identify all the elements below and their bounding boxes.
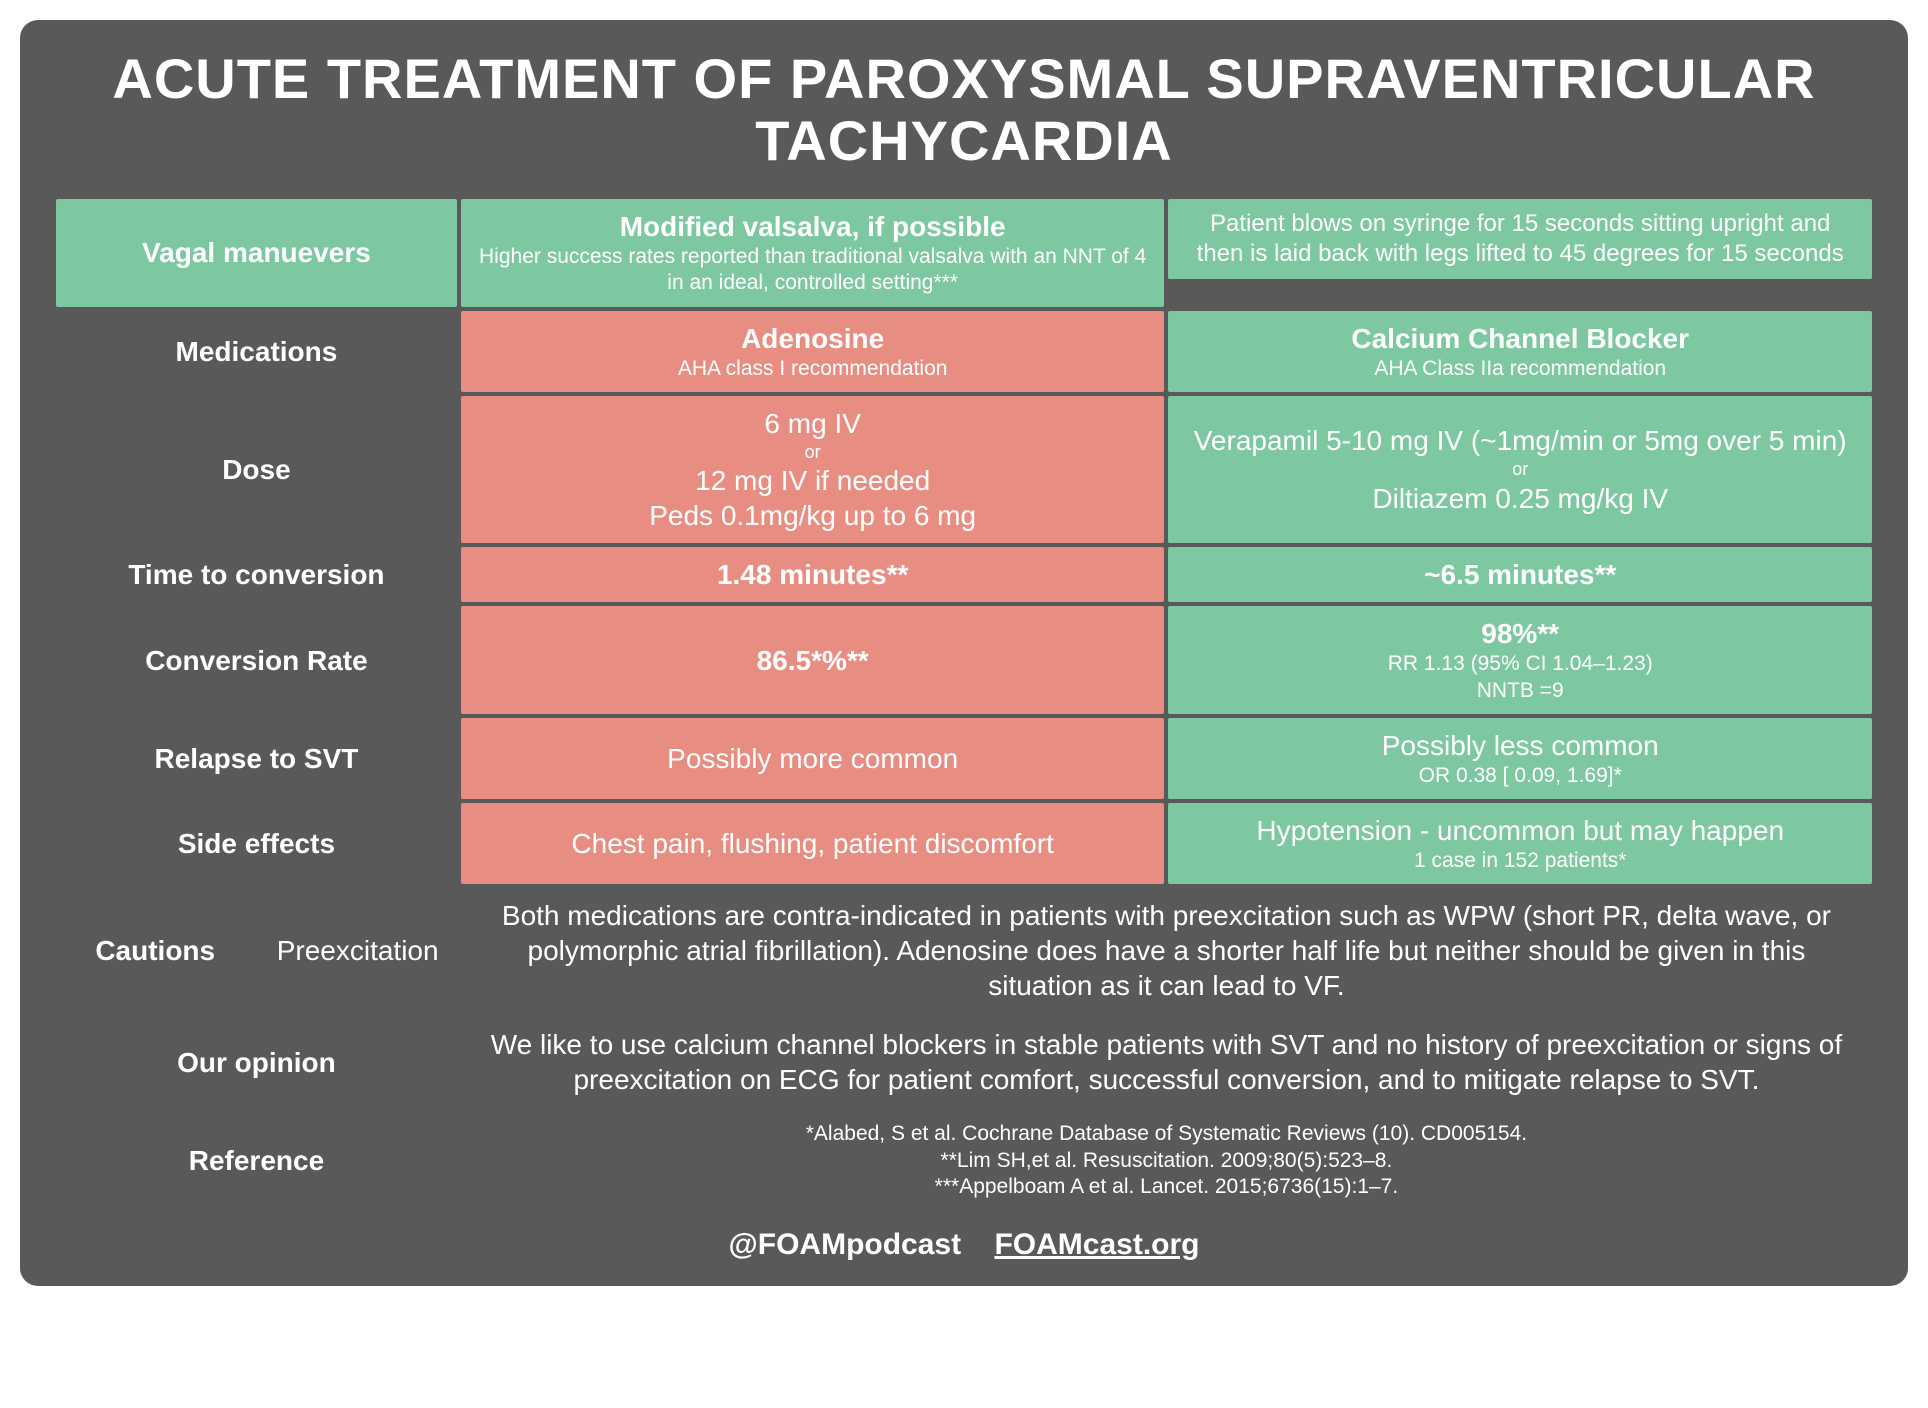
footer-link[interactable]: FOAMcast.org bbox=[994, 1228, 1199, 1261]
cell-time-left: 1.48 minutes** bbox=[461, 547, 1165, 602]
footer-handle: @FOAMpodcast bbox=[729, 1228, 962, 1261]
cell-reference: *Alabed, S et al. Cochrane Database of S… bbox=[461, 1111, 1872, 1210]
row-medications: Medications Adenosine AHA class I recomm… bbox=[56, 311, 1872, 392]
vagal-mid-sub: Higher success rates reported than tradi… bbox=[477, 244, 1149, 297]
conv-right-sub1: RR 1.13 (95% CI 1.04–1.23) bbox=[1184, 651, 1856, 677]
dose-right-or: or bbox=[1184, 458, 1856, 481]
cell-conv-left: 86.5*%** bbox=[461, 606, 1165, 714]
cell-med-right: Calcium Channel Blocker AHA Class IIa re… bbox=[1168, 311, 1872, 392]
main-title: ACUTE TREATMENT OF PAROXYSMAL SUPRAVENTR… bbox=[52, 48, 1876, 171]
med-right-title: Calcium Channel Blocker bbox=[1351, 323, 1689, 354]
row-dose: Dose 6 mg IV or 12 mg IV if needed Peds … bbox=[56, 396, 1872, 544]
label-side: Side effects bbox=[56, 803, 457, 884]
row-opinion: Our opinion We like to use calcium chann… bbox=[56, 1017, 1872, 1107]
cell-vagal-right: Patient blows on syringe for 15 seconds … bbox=[1168, 199, 1872, 279]
label-reference: Reference bbox=[56, 1111, 457, 1210]
dose-left-or: or bbox=[477, 441, 1149, 464]
med-left-title: Adenosine bbox=[741, 323, 884, 354]
cell-side-right: Hypotension - uncommon but may happen 1 … bbox=[1168, 803, 1872, 884]
dose-right-1: Verapamil 5-10 mg IV (~1mg/min or 5mg ov… bbox=[1194, 425, 1847, 456]
cell-conv-right: 98%** RR 1.13 (95% CI 1.04–1.23) NNTB =9 bbox=[1168, 606, 1872, 714]
ref-1: *Alabed, S et al. Cochrane Database of S… bbox=[477, 1121, 1856, 1147]
side-right: Hypotension - uncommon but may happen bbox=[1256, 815, 1784, 846]
label-opinion: Our opinion bbox=[56, 1017, 457, 1107]
med-left-sub: AHA class I recommendation bbox=[477, 356, 1149, 382]
row-vagal: Vagal manuevers Modified valsalva, if po… bbox=[56, 199, 1872, 307]
label-preexcitation: Preexcitation bbox=[258, 888, 456, 1013]
ref-2: **Lim SH,et al. Resuscitation. 2009;80(5… bbox=[477, 1148, 1856, 1174]
dose-left-3: Peds 0.1mg/kg up to 6 mg bbox=[649, 500, 976, 531]
cell-dose-right: Verapamil 5-10 mg IV (~1mg/min or 5mg ov… bbox=[1168, 396, 1872, 544]
cell-med-left: Adenosine AHA class I recommendation bbox=[461, 311, 1165, 392]
conv-right: 98%** bbox=[1481, 618, 1559, 649]
row-reference: Reference *Alabed, S et al. Cochrane Dat… bbox=[56, 1111, 1872, 1210]
cell-side-left: Chest pain, flushing, patient discomfort bbox=[461, 803, 1165, 884]
ref-3: ***Appelboam A et al. Lancet. 2015;6736(… bbox=[477, 1174, 1856, 1200]
label-time: Time to conversion bbox=[56, 547, 457, 602]
cell-vagal-mid: Modified valsalva, if possible Higher su… bbox=[461, 199, 1165, 307]
vagal-mid-title: Modified valsalva, if possible bbox=[620, 211, 1006, 242]
row-time: Time to conversion 1.48 minutes** ~6.5 m… bbox=[56, 547, 1872, 602]
cell-relapse-left: Possibly more common bbox=[461, 718, 1165, 799]
row-cautions: Cautions Preexcitation Both medications … bbox=[56, 888, 1872, 1013]
comparison-table: Vagal manuevers Modified valsalva, if po… bbox=[52, 195, 1876, 1214]
cell-cautions: Both medications are contra-indicated in… bbox=[461, 888, 1872, 1013]
cell-opinion: We like to use calcium channel blockers … bbox=[461, 1017, 1872, 1107]
label-dose: Dose bbox=[56, 396, 457, 544]
label-vagal: Vagal manuevers bbox=[56, 199, 457, 307]
conv-right-sub2: NNTB =9 bbox=[1184, 678, 1856, 704]
relapse-right-sub: OR 0.38 [ 0.09, 1.69]* bbox=[1184, 763, 1856, 789]
relapse-right: Possibly less common bbox=[1382, 730, 1659, 761]
footer: @FOAMpodcast FOAMcast.org bbox=[52, 1228, 1876, 1262]
row-relapse: Relapse to SVT Possibly more common Poss… bbox=[56, 718, 1872, 799]
label-relapse: Relapse to SVT bbox=[56, 718, 457, 799]
cell-dose-left: 6 mg IV or 12 mg IV if needed Peds 0.1mg… bbox=[461, 396, 1165, 544]
label-conversion: Conversion Rate bbox=[56, 606, 457, 714]
med-right-sub: AHA Class IIa recommendation bbox=[1184, 356, 1856, 382]
dose-left-2: 12 mg IV if needed bbox=[695, 465, 930, 496]
infographic-card: ACUTE TREATMENT OF PAROXYSMAL SUPRAVENTR… bbox=[20, 20, 1908, 1286]
dose-left-1: 6 mg IV bbox=[764, 408, 860, 439]
side-right-sub: 1 case in 152 patients* bbox=[1184, 848, 1856, 874]
label-cautions: Cautions bbox=[56, 888, 254, 1013]
cell-relapse-right: Possibly less common OR 0.38 [ 0.09, 1.6… bbox=[1168, 718, 1872, 799]
dose-right-2: Diltiazem 0.25 mg/kg IV bbox=[1372, 483, 1668, 514]
cell-time-right: ~6.5 minutes** bbox=[1168, 547, 1872, 602]
row-conversion: Conversion Rate 86.5*%** 98%** RR 1.13 (… bbox=[56, 606, 1872, 714]
label-medications: Medications bbox=[56, 311, 457, 392]
row-side: Side effects Chest pain, flushing, patie… bbox=[56, 803, 1872, 884]
